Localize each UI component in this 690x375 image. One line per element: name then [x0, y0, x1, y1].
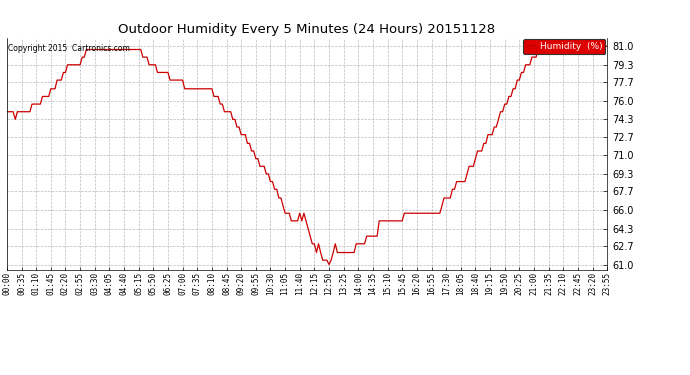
Legend: Humidity  (%): Humidity (%) — [523, 39, 605, 54]
Text: Copyright 2015  Cartronics.com: Copyright 2015 Cartronics.com — [8, 45, 130, 54]
Title: Outdoor Humidity Every 5 Minutes (24 Hours) 20151128: Outdoor Humidity Every 5 Minutes (24 Hou… — [119, 23, 495, 36]
